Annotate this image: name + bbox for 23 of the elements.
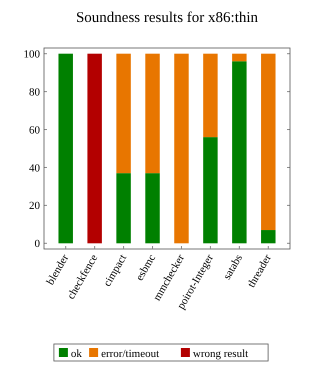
bar xyxy=(145,173,160,244)
bar xyxy=(145,54,160,174)
bar xyxy=(203,54,218,138)
bar xyxy=(58,54,73,244)
y-tick-label: 0 xyxy=(34,238,40,250)
legend-label: error/timeout xyxy=(101,348,160,360)
y-tick-label: 40 xyxy=(29,162,40,174)
chart-title: Soundness results for x86:thin xyxy=(76,10,259,26)
y-tick-label: 100 xyxy=(24,48,40,61)
bar xyxy=(261,230,276,244)
y-tick-label: 20 xyxy=(29,200,40,212)
bar xyxy=(87,54,102,244)
bar xyxy=(174,54,189,244)
bar xyxy=(232,54,247,62)
bar xyxy=(232,61,247,244)
bar xyxy=(116,54,131,174)
legend-label: wrong result xyxy=(192,348,248,360)
bar xyxy=(261,54,276,230)
bar xyxy=(203,137,218,244)
y-tick-label: 80 xyxy=(29,86,40,98)
y-tick-label: 60 xyxy=(29,124,40,136)
legend-label: ok xyxy=(70,348,82,360)
bar xyxy=(116,173,131,244)
